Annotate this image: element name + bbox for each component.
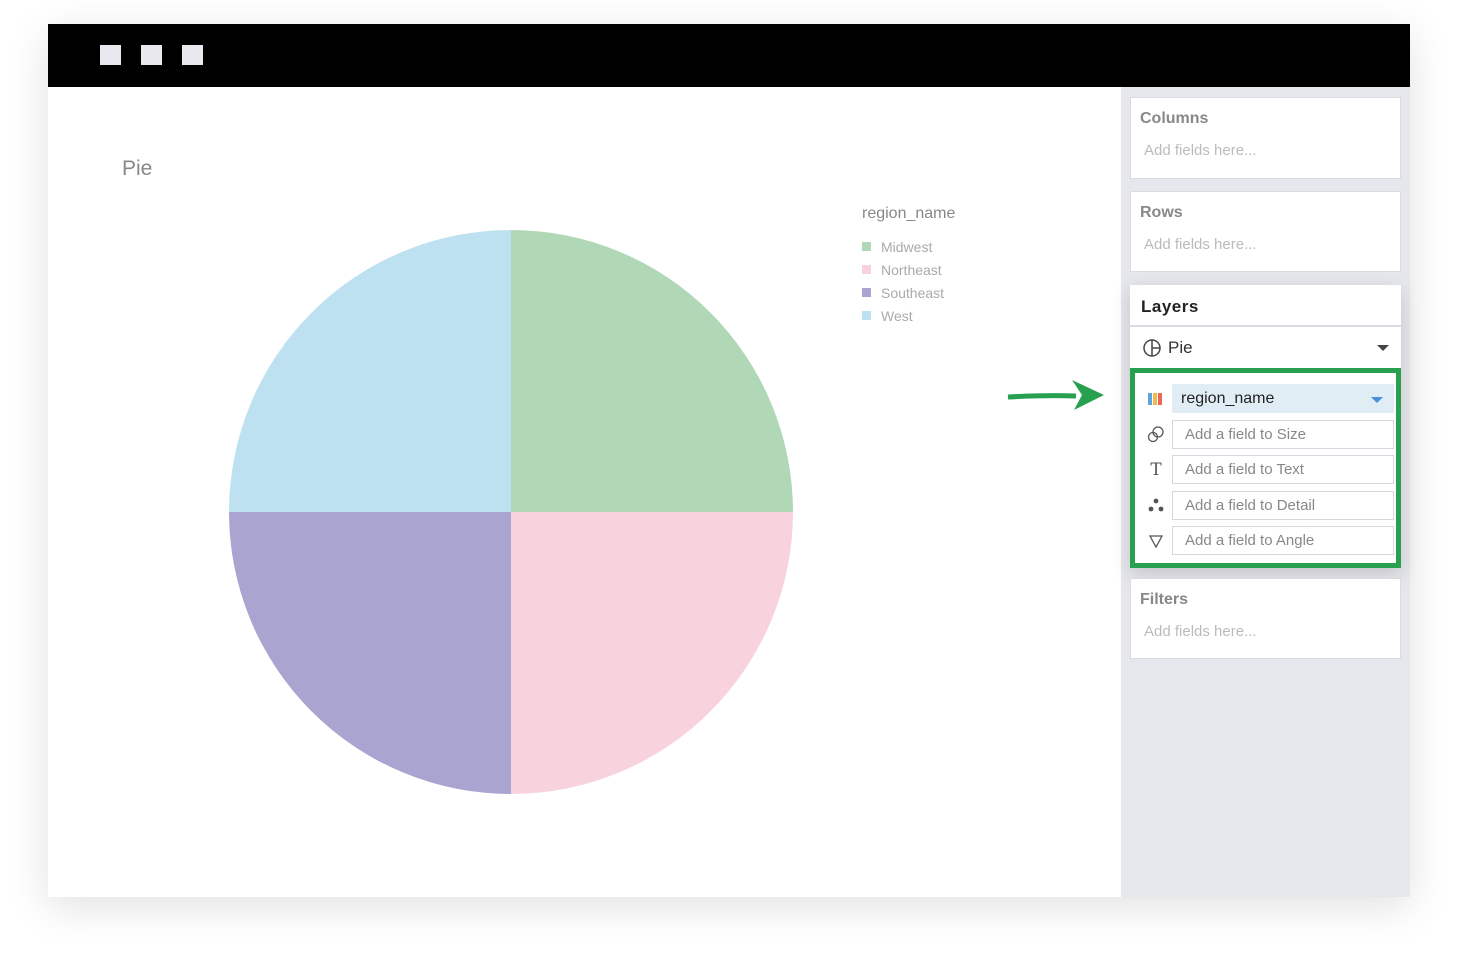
pie-slice-northeast[interactable] [511, 512, 793, 794]
sidebar: Columns Add fields here... Rows Add fiel… [1121, 87, 1410, 897]
pie-slice-midwest[interactable] [511, 230, 793, 512]
pie-chart [229, 230, 793, 794]
columns-shelf[interactable]: Columns Add fields here... [1130, 97, 1401, 179]
rows-shelf[interactable]: Rows Add fields here... [1130, 191, 1401, 272]
columns-placeholder[interactable]: Add fields here... [1144, 142, 1257, 159]
legend-item[interactable]: Northeast [862, 258, 955, 281]
chevron-down-icon[interactable] [1371, 397, 1383, 404]
chart-canvas: Pie region_name Midwest Northeast Southeas… [48, 87, 1121, 897]
legend-swatch [862, 311, 871, 320]
layers-panel: Layers Pie region_name Add a field to Si… [1130, 285, 1401, 568]
legend-item[interactable]: Midwest [862, 235, 955, 258]
arrow-icon [1007, 380, 1104, 410]
size-field-input[interactable]: Add a field to Size [1172, 419, 1394, 449]
window-close-button[interactable] [100, 45, 121, 65]
color-icon [1140, 392, 1172, 405]
filters-placeholder[interactable]: Add fields here... [1144, 623, 1257, 640]
rows-title: Rows [1140, 204, 1183, 221]
legend-label: West [881, 307, 913, 324]
pie-chart-icon [1143, 338, 1161, 357]
legend: region_name Midwest Northeast Southeast Wes… [862, 205, 955, 327]
legend-swatch [862, 242, 871, 251]
app-window: Pie region_name Midwest Northeast Southeas… [48, 24, 1410, 897]
legend-title: region_name [862, 205, 956, 222]
size-icon [1140, 425, 1172, 443]
chart-title: Pie [122, 157, 153, 180]
layers-title: Layers [1130, 285, 1401, 327]
encodings-panel: region_name Add a field to Size T Add a … [1130, 368, 1401, 568]
angle-icon [1140, 534, 1172, 548]
detail-icon [1140, 498, 1172, 512]
legend-label: Southeast [881, 284, 945, 301]
layer-type-dropdown[interactable]: Pie [1130, 327, 1401, 368]
chevron-down-icon [1377, 345, 1389, 351]
legend-item[interactable]: West [862, 304, 955, 327]
window-minimize-button[interactable] [141, 45, 162, 65]
text-icon: T [1150, 459, 1162, 480]
color-field-label: region_name [1181, 389, 1275, 407]
legend-swatch [862, 265, 871, 274]
legend-swatch [862, 288, 871, 297]
color-field-pill[interactable]: region_name [1172, 384, 1394, 414]
legend-label: Northeast [881, 261, 942, 278]
rows-placeholder[interactable]: Add fields here... [1144, 236, 1257, 253]
window-maximize-button[interactable] [182, 45, 203, 65]
columns-title: Columns [1140, 110, 1209, 127]
legend-label: Midwest [881, 238, 933, 255]
title-bar [48, 24, 1410, 87]
detail-field-input[interactable]: Add a field to Detail [1172, 490, 1394, 520]
pie-slice-west[interactable] [229, 230, 511, 512]
text-field-input[interactable]: Add a field to Text [1172, 455, 1394, 485]
filters-shelf[interactable]: Filters Add fields here... [1130, 578, 1401, 659]
angle-field-input[interactable]: Add a field to Angle [1172, 526, 1394, 556]
layer-type-label: Pie [1168, 337, 1193, 357]
pie-slice-southeast[interactable] [229, 512, 511, 794]
filters-title: Filters [1140, 591, 1189, 608]
legend-item[interactable]: Southeast [862, 281, 955, 304]
